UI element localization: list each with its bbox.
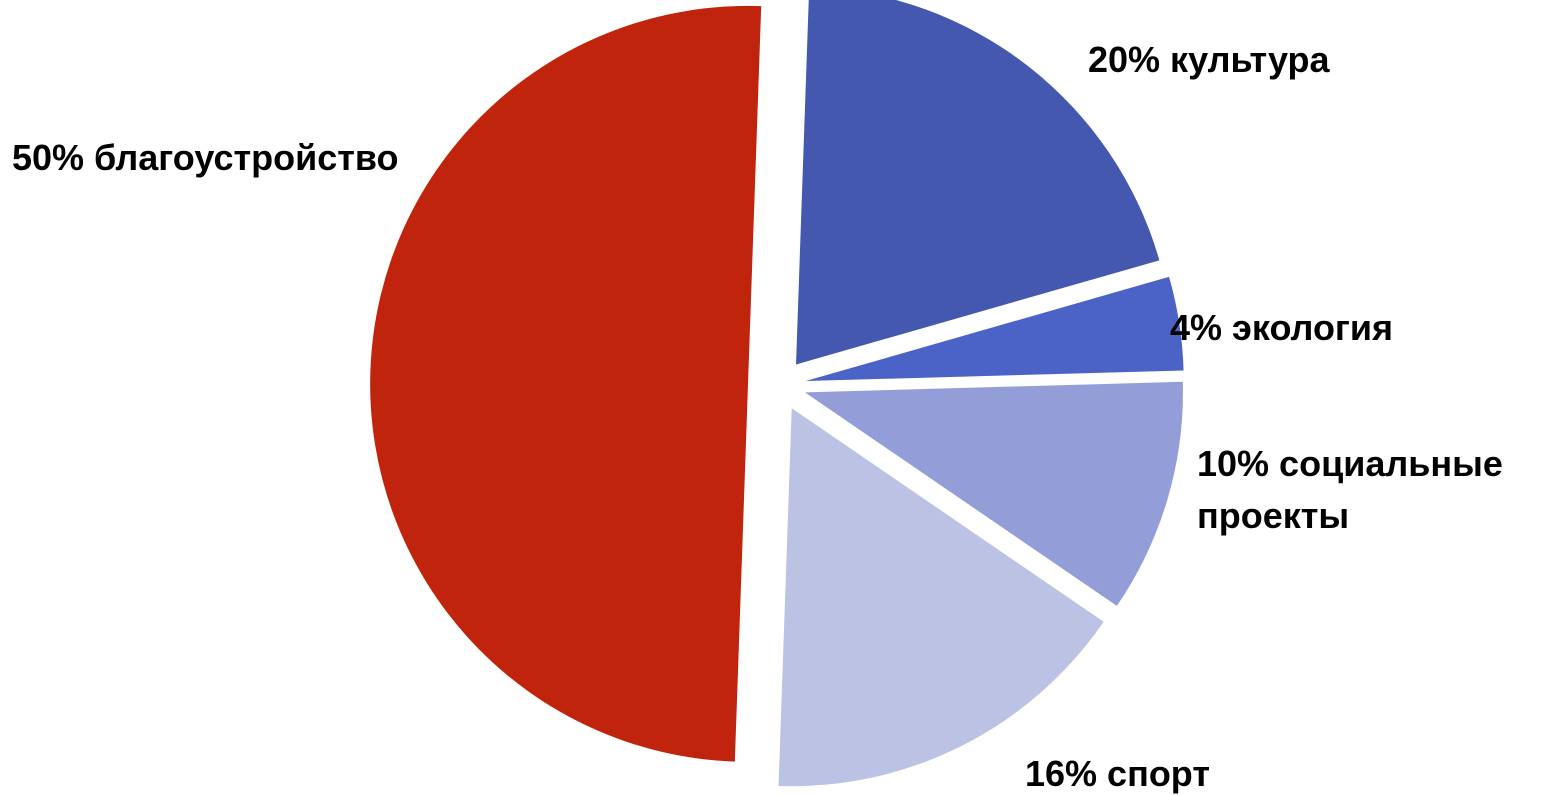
pie-slice-5 xyxy=(370,5,762,762)
pie-slice-label-line: проекты xyxy=(1197,495,1349,536)
pie-slice-label-line: 20% культура xyxy=(1088,39,1331,80)
pie-slice-label-4: 16% спорт xyxy=(1025,753,1210,794)
pie-labels: 20% культура 4% экология 10% социальные про… xyxy=(12,39,1503,794)
pie-slice-label-5: 50% благоустройство xyxy=(12,137,399,178)
pie-slice-label-2: 4% экология xyxy=(1170,307,1393,348)
pie-slice-4 xyxy=(778,408,1104,787)
pie-slice-label-3: 10% социальные проекты xyxy=(1197,443,1503,536)
pie-slices xyxy=(370,0,1184,787)
pie-slice-label-1: 20% культура xyxy=(1088,39,1331,80)
pie-slice-2 xyxy=(805,276,1184,382)
pie-slice-label-line: 4% экология xyxy=(1170,307,1393,348)
pie-slice-label-line: 50% благоустройство xyxy=(12,137,399,178)
pie-slice-1 xyxy=(796,0,1160,365)
pie-slice-3 xyxy=(804,381,1183,606)
pie-slice-label-line: 16% спорт xyxy=(1025,753,1210,794)
pie-slice-label-line: 10% социальные xyxy=(1197,443,1503,484)
